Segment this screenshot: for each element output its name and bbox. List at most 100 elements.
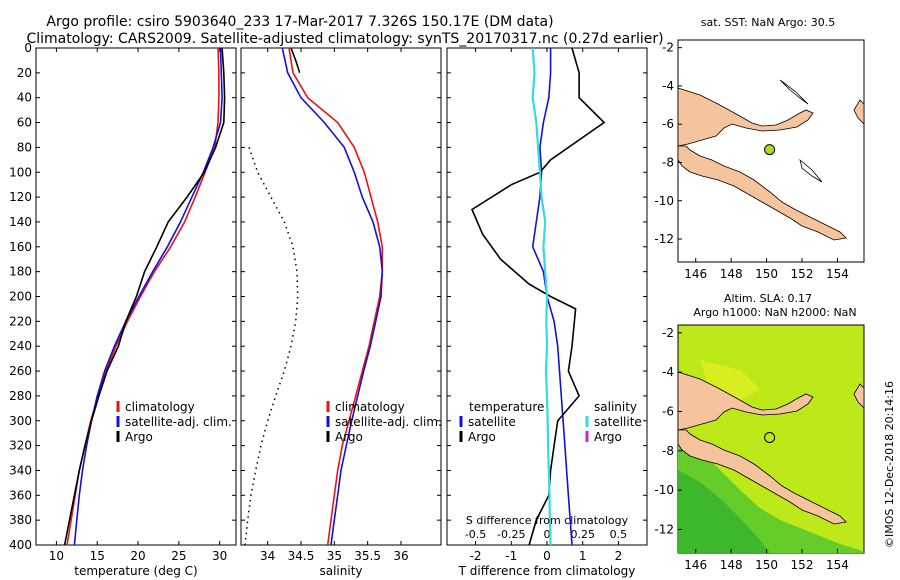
- latitude-tick-label: -12: [654, 522, 674, 536]
- difference-legend: temperature satellite Argo salinity sate…: [459, 400, 642, 444]
- island-outline: [799, 158, 823, 183]
- x-tick-label: 34: [260, 549, 275, 563]
- sla-map-axis-ticks: 146 148 150 152 154 -2 -4 -6 -8 -10 -12: [654, 326, 848, 572]
- salinity-legend: climatology satellite-adj. clim. Argo: [326, 400, 442, 444]
- series-line-historical-mean: [244, 147, 299, 546]
- latitude-tick-label: -4: [662, 365, 674, 379]
- x-tick-label: -2: [470, 549, 482, 563]
- s-difference-tick-label: -0.25: [497, 528, 525, 541]
- series-line-climatology: [288, 47, 384, 546]
- legend-label-climatology: climatology: [335, 400, 405, 414]
- salinity-axis-label: salinity: [319, 564, 362, 578]
- s-difference-axis-label: S difference from climatology: [466, 514, 629, 527]
- legend-label-satellite: satellite-adj. clim.: [335, 415, 442, 429]
- temperature-axis-ticks: 10 15 20 25 30: [49, 48, 227, 563]
- longitude-tick-label: 152: [791, 267, 814, 281]
- difference-panel-depth-ticks: [447, 47, 647, 546]
- title-line-2: Climatology: CARS2009. Satellite-adjuste…: [26, 31, 663, 47]
- depth-tick-label: 0: [24, 41, 32, 55]
- x-tick-label: 20: [130, 549, 145, 563]
- s-difference-tick-label: -0.5: [465, 528, 486, 541]
- series-line-satellite-adj-clim-: [281, 47, 384, 546]
- legend-label-s-argo: Argo: [594, 430, 622, 444]
- latitude-tick-label: -8: [662, 155, 674, 169]
- x-tick-label: 2: [615, 549, 623, 563]
- s-difference-tick-label: 0.5: [610, 528, 628, 541]
- new-guinea-landmass: [677, 371, 814, 431]
- longitude-tick-label: 146: [684, 267, 707, 281]
- depth-tick-label: 280: [9, 389, 32, 403]
- latitude-tick-label: -4: [662, 79, 674, 93]
- papua-peninsula-landmass: [677, 145, 847, 241]
- temperature-series: [63, 47, 226, 546]
- depth-tick-label: 300: [9, 414, 32, 428]
- depth-tick-label: 200: [9, 290, 32, 304]
- depth-tick-label: 20: [17, 66, 32, 80]
- legend-label-argo: Argo: [125, 430, 153, 444]
- sla-map-title-line-1: Altim. SLA: 0.17: [724, 292, 812, 305]
- depth-tick-label: 140: [9, 215, 32, 229]
- series-line-salinity-satellite: [531, 47, 552, 546]
- temperature-axis-label: temperature (deg C): [74, 564, 197, 578]
- longitude-tick-label: 146: [684, 558, 707, 572]
- depth-tick-label: 320: [9, 439, 32, 453]
- solomon-island-landmass: [853, 99, 865, 125]
- sst-map-title: sat. SST: NaN Argo: 30.5: [701, 16, 835, 29]
- depth-tick-label: 240: [9, 339, 32, 353]
- difference-series: [470, 47, 606, 546]
- x-tick-label: 1: [579, 549, 587, 563]
- x-tick-label: 0: [543, 549, 551, 563]
- series-line-argo: [63, 47, 226, 546]
- island-outline: [779, 79, 809, 105]
- series-line-satellite-adj-clim-: [73, 47, 223, 546]
- s-difference-tick-label: 0: [544, 528, 551, 541]
- series-line-temperature-argo: [470, 47, 606, 546]
- latitude-tick-label: -12: [654, 232, 674, 246]
- depth-tick-label: 80: [17, 140, 32, 154]
- x-tick-label: 36: [393, 549, 408, 563]
- legend-title-temperature: temperature: [469, 400, 544, 414]
- papua-peninsula-landmass: [677, 429, 847, 525]
- legend-label-t-argo: Argo: [468, 430, 496, 444]
- sla-map: [677, 324, 865, 554]
- sst-map: [677, 39, 865, 263]
- depth-tick-label: 400: [9, 538, 32, 552]
- x-tick-label: 30: [212, 549, 227, 563]
- longitude-tick-label: 154: [826, 267, 849, 281]
- solomon-island-landmass: [853, 383, 865, 409]
- x-tick-label: 25: [171, 549, 186, 563]
- depth-tick-label: 40: [17, 91, 32, 105]
- temperature-legend: climatology satellite-adj. clim. Argo: [116, 400, 232, 444]
- legend-label-satellite: satellite-adj. clim.: [125, 415, 232, 429]
- title-line-1: Argo profile: csiro 5903640_233 17-Mar-2…: [46, 14, 553, 30]
- s-difference-axis-ticks: -0.5 -0.25 0 0.25 0.5: [465, 528, 627, 541]
- depth-tick-label: 160: [9, 240, 32, 254]
- depth-tick-label: 180: [9, 265, 32, 279]
- legend-label-climatology: climatology: [125, 400, 195, 414]
- salinity-axis-ticks: 34 34.5 35 35.5 36: [260, 48, 409, 563]
- legend-label-t-satellite: satellite: [468, 415, 516, 429]
- depth-tick-label: 380: [9, 513, 32, 527]
- longitude-tick-label: 154: [826, 558, 849, 572]
- float-position-marker: [764, 432, 776, 443]
- latitude-tick-label: -8: [662, 444, 674, 458]
- latitude-tick-label: -10: [654, 194, 674, 208]
- x-tick-label: 35.5: [354, 549, 381, 563]
- depth-tick-label: 100: [9, 165, 32, 179]
- depth-tick-label: 120: [9, 190, 32, 204]
- longitude-tick-label: 148: [720, 267, 743, 281]
- longitude-tick-label: 148: [720, 558, 743, 572]
- depth-tick-label: 340: [9, 463, 32, 477]
- latitude-tick-label: -6: [662, 404, 674, 418]
- latitude-tick-label: -2: [662, 326, 674, 340]
- depth-tick-label: 220: [9, 314, 32, 328]
- new-guinea-landmass: [677, 87, 814, 147]
- latitude-tick-label: -10: [654, 483, 674, 497]
- depth-tick-label: 260: [9, 364, 32, 378]
- longitude-tick-label: 150: [755, 267, 778, 281]
- legend-label-argo: Argo: [335, 430, 363, 444]
- float-position-marker: [764, 144, 776, 156]
- salinity-panel-depth-ticks: [241, 47, 441, 546]
- imos-watermark: ©IMOS 12-Dec-2018 20:14:16: [883, 381, 896, 548]
